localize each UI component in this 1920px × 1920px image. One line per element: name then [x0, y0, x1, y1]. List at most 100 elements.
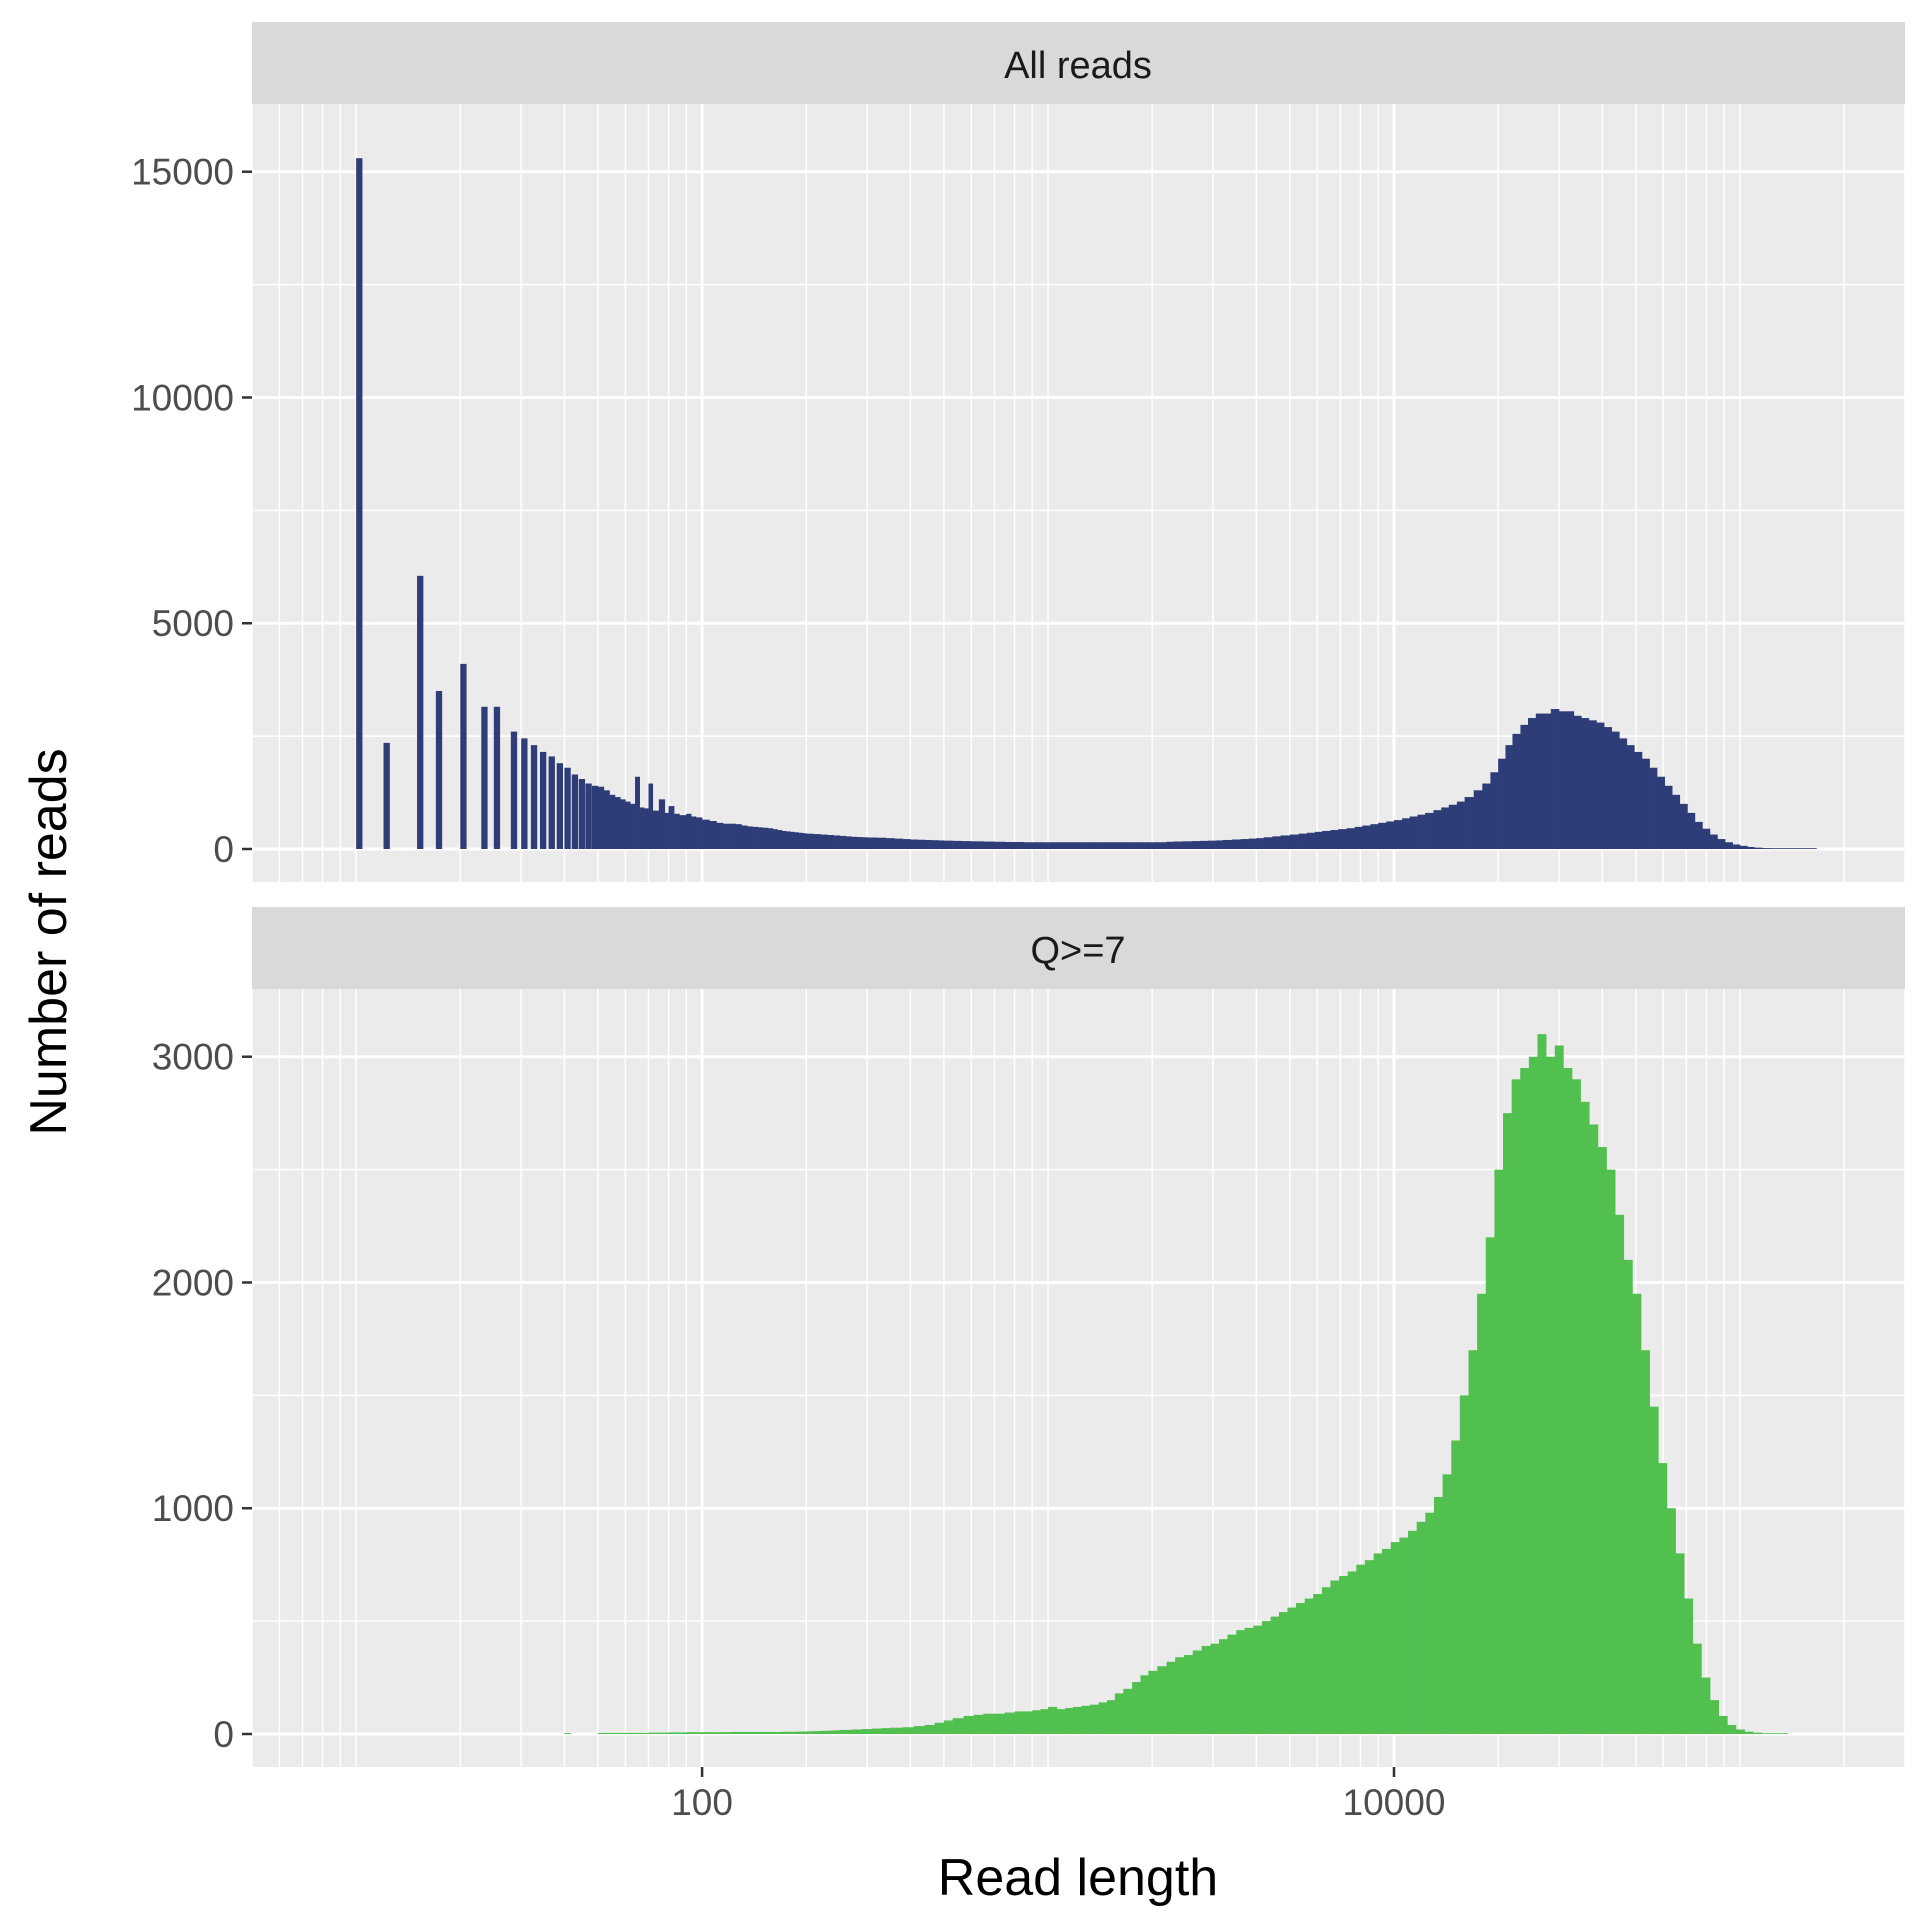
- histogram-bar: [960, 841, 972, 849]
- histogram-bar: [741, 825, 748, 849]
- histogram-bar: [1313, 1594, 1323, 1734]
- histogram-bar: [1201, 1645, 1211, 1734]
- histogram-bar: [1710, 1700, 1720, 1734]
- histogram-bar: [1382, 1548, 1392, 1734]
- histogram-bar: [1473, 790, 1483, 849]
- histogram-bar: [1709, 834, 1718, 849]
- histogram-bar: [686, 1732, 703, 1734]
- histogram-bar: [1346, 828, 1356, 849]
- histogram-bar: [1658, 1463, 1668, 1734]
- histogram-bar: [1456, 801, 1465, 849]
- histogram-bar: [609, 794, 616, 849]
- histogram-bar: [1744, 1731, 1754, 1734]
- histogram-bar: [1559, 711, 1567, 849]
- histogram-bar: [1208, 840, 1216, 849]
- y-tick-label: 10000: [131, 377, 234, 418]
- histogram-bar: [767, 828, 774, 849]
- histogram-bar: [741, 1731, 753, 1734]
- histogram-bar: [1649, 767, 1658, 849]
- histogram-bar: [356, 158, 363, 849]
- histogram-bar: [963, 1715, 975, 1734]
- histogram-bar: [1166, 1661, 1176, 1734]
- histogram-bar: [983, 841, 995, 849]
- histogram-bar: [702, 1732, 717, 1734]
- histogram-bar: [839, 835, 846, 849]
- histogram-bar: [540, 751, 547, 849]
- y-tick-label: 0: [213, 1714, 234, 1755]
- histogram-bar: [1581, 718, 1590, 849]
- histogram-bar: [1626, 745, 1635, 849]
- histogram-bar: [1554, 1045, 1564, 1734]
- histogram-bar: [679, 815, 687, 849]
- histogram-bar: [417, 575, 424, 849]
- histogram-bar: [614, 797, 621, 849]
- histogram-bar: [833, 835, 841, 849]
- histogram-bar: [1808, 848, 1817, 849]
- histogram-bar: [1717, 839, 1726, 849]
- histogram-bar: [1425, 1512, 1435, 1734]
- histogram-bar: [1330, 830, 1339, 849]
- histogram-bar: [1657, 776, 1665, 849]
- y-tick-label: 3000: [152, 1037, 234, 1078]
- histogram-bar: [994, 841, 1006, 849]
- histogram-bar: [1512, 733, 1521, 849]
- histogram-bar: [1218, 1639, 1228, 1734]
- histogram-bar: [1298, 833, 1308, 849]
- histogram-bar: [1354, 826, 1363, 849]
- histogram-bar: [1132, 842, 1141, 849]
- histogram-bar: [1032, 1710, 1041, 1734]
- histogram-bar: [383, 742, 390, 849]
- panel-q7: Q>=7 0 1000 2000 3000: [152, 907, 1906, 1767]
- histogram-bar: [1441, 807, 1450, 849]
- histogram-bar: [1520, 724, 1529, 849]
- histogram-bar: [625, 801, 631, 849]
- histogram-bar: [971, 841, 984, 849]
- histogram-bar: [781, 1731, 791, 1734]
- histogram-bar: [1634, 751, 1643, 849]
- x-axis-title: Read length: [938, 1849, 1218, 1907]
- histogram-bar: [794, 832, 799, 849]
- histogram-bar: [1191, 841, 1201, 849]
- histogram-bar: [1433, 810, 1442, 849]
- histogram-bar: [763, 1731, 774, 1734]
- histogram-bar: [1528, 1056, 1538, 1734]
- strip-background-all-reads: [252, 22, 1905, 104]
- histogram-bar: [1687, 812, 1696, 849]
- histogram-bar: [702, 819, 710, 849]
- histogram-bar: [894, 838, 903, 849]
- histogram-bar: [1615, 1214, 1625, 1734]
- histogram-bar: [571, 774, 579, 849]
- histogram-bar: [668, 806, 675, 849]
- histogram-bar: [1580, 1101, 1590, 1734]
- histogram-bar: [1694, 821, 1703, 849]
- histogram-bar: [813, 834, 821, 849]
- histogram-bar: [1416, 1521, 1426, 1734]
- histogram-bar: [827, 835, 834, 849]
- histogram-bar: [902, 1727, 915, 1734]
- histogram-bar: [1114, 842, 1124, 849]
- histogram-bar: [1256, 838, 1264, 849]
- histogram-bar: [1040, 1709, 1049, 1734]
- histogram-bar: [1725, 842, 1734, 849]
- histogram-bar: [1321, 1587, 1331, 1734]
- histogram-bar: [1770, 1733, 1780, 1734]
- histogram-bar: [1785, 848, 1793, 849]
- histogram-bar: [1664, 785, 1673, 849]
- histogram-bar: [1338, 829, 1348, 849]
- histogram-bar: [772, 829, 778, 849]
- histogram-bar: [1735, 1729, 1745, 1734]
- histogram-bar: [1606, 1169, 1616, 1734]
- histogram-bar: [1727, 1724, 1737, 1734]
- histogram-bar: [729, 823, 736, 849]
- histogram-bar: [1702, 828, 1711, 849]
- histogram-bar: [1004, 842, 1015, 849]
- histogram-bar: [1106, 1700, 1116, 1734]
- histogram-bar: [1535, 713, 1544, 849]
- histogram-bar: [435, 690, 443, 849]
- histogram-bar: [1261, 1621, 1271, 1734]
- histogram-bar: [1566, 711, 1575, 849]
- histogram-bar: [856, 837, 863, 849]
- histogram-bar: [1408, 1530, 1417, 1734]
- histogram-bar: [716, 822, 724, 849]
- histogram-bar: [548, 756, 555, 849]
